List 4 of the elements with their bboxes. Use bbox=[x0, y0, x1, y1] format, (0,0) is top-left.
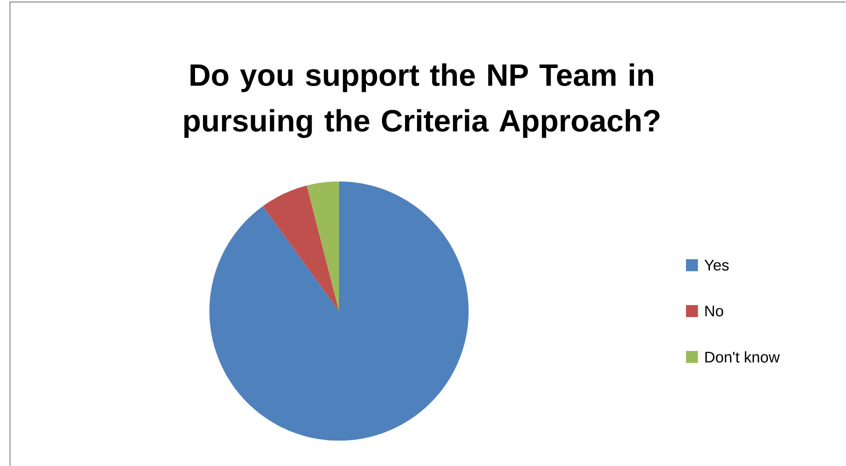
legend-label: No bbox=[705, 306, 724, 316]
legend-label: Don't know bbox=[705, 351, 780, 363]
chart-title: Do you support the NP Team in pursuing the Criteria Approach? bbox=[184, 63, 660, 138]
legend-label: Yes bbox=[704, 260, 729, 271]
